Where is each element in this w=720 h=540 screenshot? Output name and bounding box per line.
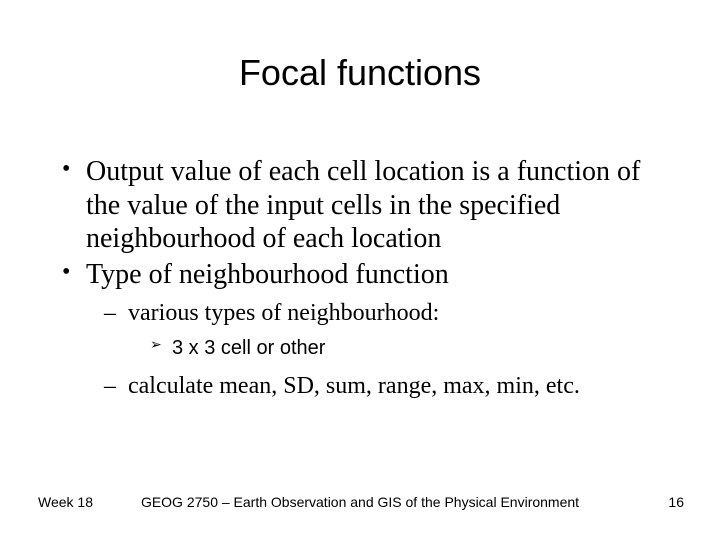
bullet-text: 3 x 3 cell or other <box>172 337 325 359</box>
footer-center: GEOG 2750 – Earth Observation and GIS of… <box>0 494 720 511</box>
bullet-item: various types of neighbourhood: 3 x 3 ce… <box>104 297 680 361</box>
bullet-item: calculate mean, SD, sum, range, max, min… <box>104 370 680 402</box>
slide-body: Output value of each cell location is a … <box>58 155 680 404</box>
bullet-item: Output value of each cell location is a … <box>58 155 680 256</box>
slide-footer: Week 18 GEOG 2750 – Earth Observation an… <box>0 494 720 534</box>
bullet-text: calculate mean, SD, sum, range, max, min… <box>128 373 580 399</box>
bullet-list-level3: 3 x 3 cell or other <box>150 334 680 362</box>
bullet-text: various types of neighbourhood: <box>128 300 439 326</box>
bullet-list-level1: Output value of each cell location is a … <box>58 155 680 402</box>
slide-container: Focal functions Output value of each cel… <box>0 0 720 540</box>
bullet-item: Type of neighbourhood function various t… <box>58 258 680 402</box>
slide-title: Focal functions <box>0 52 720 94</box>
bullet-list-level2: various types of neighbourhood: 3 x 3 ce… <box>104 297 680 402</box>
bullet-text: Output value of each cell location is a … <box>86 156 640 254</box>
bullet-text: Type of neighbourhood function <box>86 259 449 290</box>
bullet-item: 3 x 3 cell or other <box>150 334 680 362</box>
footer-page-number: 16 <box>668 494 684 510</box>
